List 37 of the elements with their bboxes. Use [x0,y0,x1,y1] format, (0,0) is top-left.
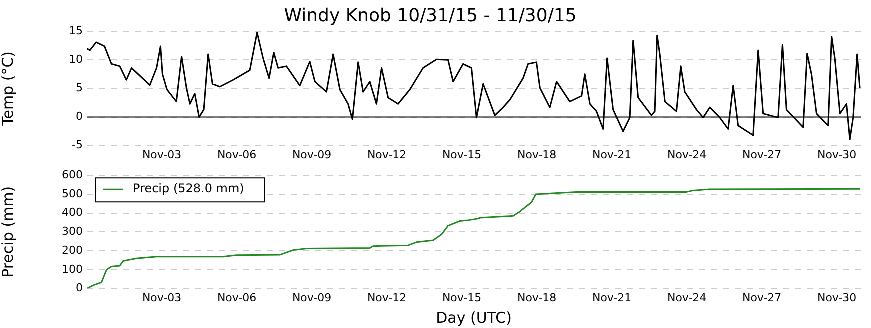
x-tick-label: Nov-03 [142,291,182,304]
x-tick-label: Nov-30 [817,291,857,304]
x-tick-label: Nov-21 [592,291,632,304]
y-tick-label: 100 [62,262,83,276]
x-tick-label: Nov-30 [817,148,857,162]
x-tick-label: Nov-12 [367,148,407,162]
x-tick-label: Nov-18 [517,148,557,162]
y-tick-label: 15 [69,24,83,38]
y-tick-label: 10 [69,53,83,66]
y-tick-label: 400 [62,206,83,220]
x-tick-label: Nov-27 [742,148,782,162]
legend-label: Precip (528.0 mm) [133,182,244,196]
y-tick-label: 500 [62,187,83,200]
x-tick-label: Nov-06 [217,148,257,162]
x-tick-label: Nov-24 [667,291,707,304]
y-tick-label: 0 [76,110,83,124]
y-tick-label: 5 [76,82,83,95]
x-axis-title: Day (UTC) [436,308,512,327]
x-tick-label: Nov-09 [292,148,332,162]
y-tick-label: 600 [62,168,83,182]
chart-title: Windy Knob 10/31/15 - 11/30/15 [284,5,577,26]
y-tick-label: -5 [72,138,83,152]
x-tick-label: Nov-03 [142,148,182,162]
y-tick-label: 300 [62,225,83,238]
y-axis-title: Precip (mm) [0,186,17,278]
x-tick-label: Nov-18 [517,291,557,304]
x-tick-label: Nov-06 [217,291,257,304]
x-tick-label: Nov-12 [367,291,407,304]
x-tick-label: Nov-09 [292,291,332,304]
y-tick-label: 200 [62,244,83,257]
x-tick-label: Nov-24 [667,148,707,162]
y-tick-label: 0 [76,282,83,295]
x-tick-label: Nov-15 [442,291,482,304]
x-tick-label: Nov-21 [592,148,632,162]
y-axis-title: Temp (°C) [0,51,17,127]
x-tick-label: Nov-27 [742,291,782,304]
x-tick-label: Nov-15 [442,148,482,162]
